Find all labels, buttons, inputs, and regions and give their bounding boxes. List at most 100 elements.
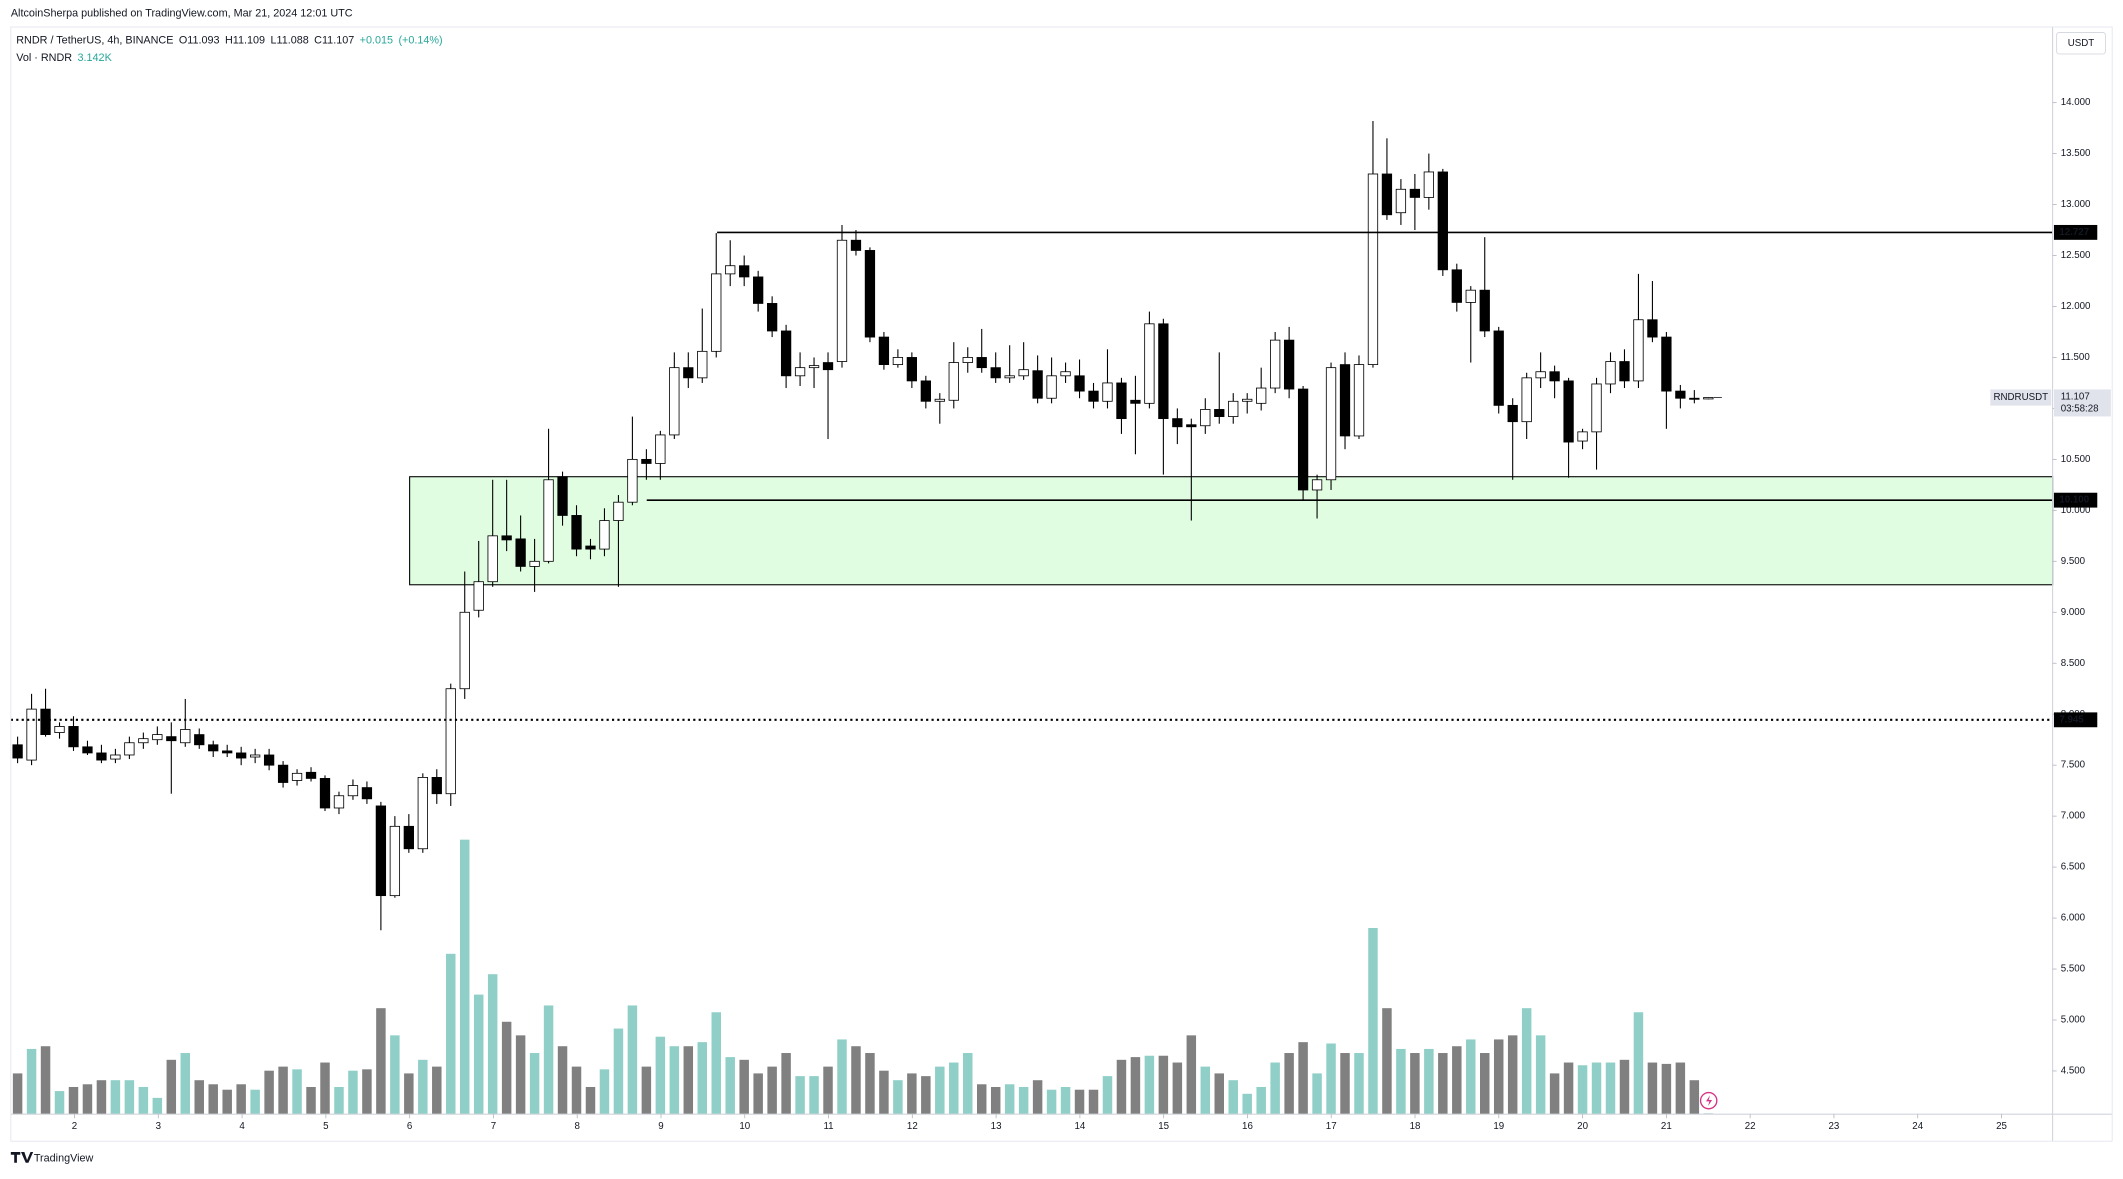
candle-body: [613, 501, 624, 521]
candle-body: [1088, 390, 1099, 402]
candle-body: [152, 734, 163, 741]
candle-body: [375, 805, 387, 897]
last-price-badge: [2053, 389, 2111, 417]
volume-bar: [921, 1076, 931, 1115]
volume-bar: [1647, 1062, 1658, 1115]
y-tick-label: 8.500: [2061, 658, 2086, 669]
volume-bar: [990, 1086, 1001, 1115]
x-tick-label: 25: [1996, 1121, 2007, 1132]
currency-button[interactable]: [2056, 32, 2106, 55]
candle-body: [920, 380, 931, 402]
volume-bar: [348, 1070, 358, 1115]
volume-bar: [1046, 1089, 1057, 1115]
candle-body: [1493, 330, 1504, 406]
event-icon-bolt: [1705, 1095, 1713, 1107]
volume-bar: [264, 1070, 274, 1115]
volume-bar: [893, 1080, 903, 1115]
volume-bar: [1549, 1073, 1560, 1115]
support-zone: [409, 476, 2054, 586]
currency[interactable]: USDT: [2068, 38, 2095, 49]
candle-body: [515, 538, 526, 567]
volume-bar: [753, 1073, 763, 1115]
candle-body: [445, 688, 456, 795]
candle-body: [249, 754, 261, 758]
y-tick-label: 5.000: [2061, 1015, 2086, 1026]
volume-bar: [1256, 1086, 1266, 1115]
candle-body: [208, 744, 219, 752]
candle-body: [487, 535, 498, 583]
y-tick-label: 10.500: [2061, 454, 2091, 465]
volume-bar: [292, 1069, 302, 1115]
volume-bar: [1535, 1035, 1546, 1115]
volume-bar: [1270, 1062, 1280, 1115]
candle-body: [1102, 382, 1113, 402]
candle-body: [1577, 431, 1588, 442]
publisher: AltcoinSherpa published on TradingView.c…: [11, 7, 353, 19]
candle-body: [725, 265, 736, 275]
y-tick-label: 7.000: [2061, 811, 2086, 822]
candle-body: [431, 776, 442, 795]
x-tick-label: 15: [1158, 1121, 1169, 1132]
countdown: 03:58:28: [2061, 404, 2099, 415]
candle-body: [1661, 336, 1672, 392]
volume-bar: [1242, 1093, 1252, 1115]
candle-body: [766, 303, 778, 332]
volume-bar: [166, 1059, 177, 1115]
volume-bar: [641, 1066, 652, 1115]
candle-body: [1633, 319, 1644, 382]
x-tick-label: 16: [1242, 1121, 1253, 1132]
volume-bar: [655, 1036, 666, 1115]
plot-area: [10, 120, 2054, 1115]
x-tick-label: 8: [574, 1121, 579, 1132]
legend-value: +0.015: [360, 34, 393, 46]
brand: TradingView: [34, 1153, 94, 1165]
candle-body: [962, 357, 973, 363]
candle-body: [1200, 409, 1211, 427]
volume-bar: [418, 1059, 428, 1115]
volume-bar: [1633, 1012, 1644, 1115]
x-tick-label: 19: [1493, 1121, 1504, 1132]
volume-bar: [837, 1039, 847, 1115]
volume-bar: [1088, 1089, 1099, 1115]
symbol-label: RNDRUSDT: [1993, 392, 2048, 403]
candle-body: [892, 357, 904, 366]
y-tick-label: 12.000: [2061, 301, 2091, 312]
x-tick-label: 2: [72, 1121, 77, 1132]
candle-body: [361, 787, 373, 800]
volume-bar: [823, 1066, 833, 1115]
level-label: 12.727: [2059, 227, 2089, 238]
candle-body: [1283, 339, 1295, 390]
volume-bar: [54, 1091, 65, 1115]
x-tick-label: 12: [907, 1121, 918, 1132]
candle-body: [850, 239, 862, 251]
candle-body: [26, 708, 37, 761]
candle-body: [1619, 361, 1630, 382]
volume-bar: [1424, 1048, 1434, 1115]
volume-bar: [501, 1021, 512, 1115]
volume-bar: [627, 1005, 638, 1115]
volume-bar: [599, 1069, 610, 1115]
volume-bar: [1186, 1035, 1197, 1115]
candle-body: [627, 458, 638, 503]
candle-body: [1353, 364, 1365, 437]
legend-value: C11.107: [314, 34, 354, 46]
x-tick-label: 13: [991, 1121, 1002, 1132]
candle-body: [697, 350, 708, 379]
volume-legend: Vol · RNDR 3.142K: [16, 52, 112, 64]
volume-bar: [320, 1062, 330, 1115]
candle-body: [1605, 361, 1616, 385]
y-tick-label: 11.500: [2061, 352, 2091, 363]
volume-bar: [1214, 1073, 1225, 1115]
volume-bar: [1577, 1065, 1588, 1115]
volume-bar: [949, 1062, 959, 1115]
volume-bar: [278, 1066, 288, 1115]
candle-body: [1367, 173, 1379, 366]
volume-bar: [138, 1086, 149, 1115]
candle-body: [1074, 375, 1085, 392]
candle-body: [1339, 364, 1351, 437]
volume-bar: [487, 974, 498, 1115]
volume-bar: [1591, 1062, 1602, 1115]
candle-body: [1158, 323, 1169, 420]
volume-bar: [809, 1076, 819, 1115]
volume-bar: [306, 1086, 316, 1115]
